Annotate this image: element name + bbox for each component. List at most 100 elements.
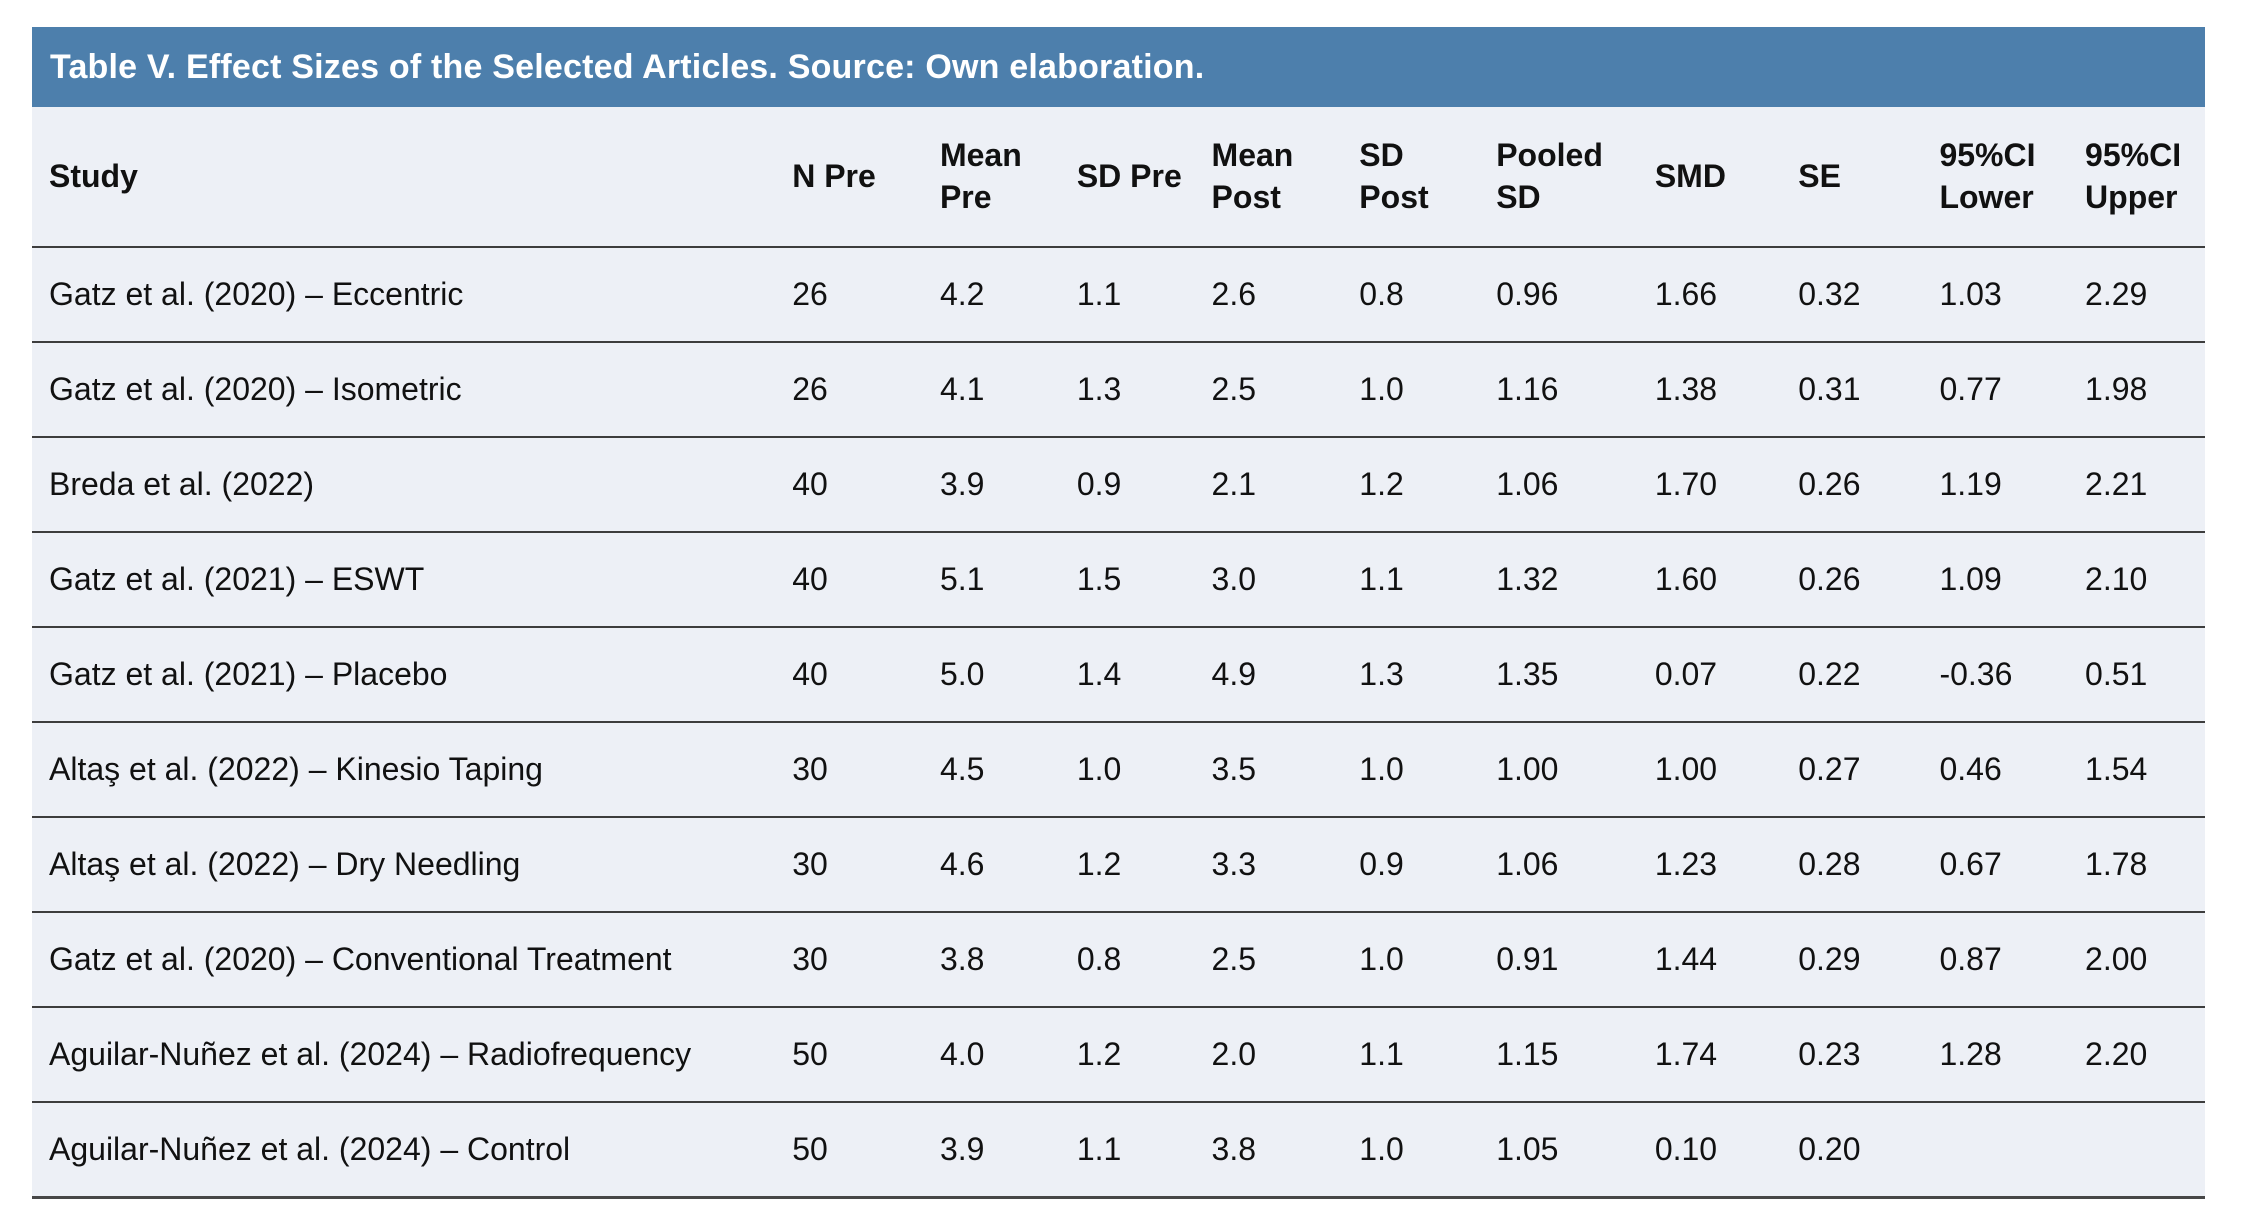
value-cell: 3.9 [939, 1130, 985, 1167]
value-cell: 1.28 [1939, 1036, 2002, 1072]
value-cell: 1.0 [1359, 751, 1404, 787]
column-header-study: Study [32, 107, 776, 248]
value-cell: 2.5 [1211, 941, 1257, 977]
value-cell: 3.3 [1211, 846, 1257, 882]
value-cell: 1.32 [1496, 561, 1559, 597]
table-row: Altaş et al. (2022) – Dry Needling 30 4.6 1… [32, 817, 2205, 912]
value-cell: 3.9 [939, 466, 985, 502]
value-cell: 1.00 [1654, 751, 1718, 787]
value-cell: 1.2 [1076, 846, 1122, 882]
value-cell: 1.35 [1496, 656, 1559, 692]
value-cell: -0.36 [1939, 656, 2013, 692]
value-cell: 0.9 [1359, 846, 1404, 882]
value-cell: 40 [792, 656, 828, 692]
value-cell: 0.9 [1076, 466, 1122, 502]
value-cell: 3.8 [1211, 1130, 1257, 1167]
value-cell: 3.8 [939, 941, 985, 977]
value-cell: 1.0 [1359, 941, 1404, 977]
value-cell: 1.23 [1654, 846, 1718, 882]
study-cell: Altaş et al. (2022) – Kinesio Taping [49, 751, 543, 787]
table-row: Gatz et al. (2020) – Isometric 26 4.1 1.3 2.… [32, 342, 2205, 437]
value-cell: 0.28 [1798, 846, 1861, 882]
value-cell: 2.0 [1211, 1036, 1257, 1072]
value-cell: 4.9 [1211, 656, 1257, 692]
study-cell: Breda et al. (2022) [49, 466, 315, 502]
value-cell: 0.10 [1654, 1130, 1718, 1167]
value-cell: 0.32 [1798, 276, 1861, 312]
value-cell: 2.1 [1211, 466, 1257, 502]
table-row: Altaş et al. (2022) – Kinesio Taping 30 4.… [32, 722, 2205, 817]
value-cell: 5.0 [939, 656, 985, 692]
value-cell: 0.07 [1654, 656, 1718, 692]
column-header-n-pre: N Pre [775, 107, 923, 248]
value-cell: 50 [792, 1036, 828, 1072]
value-cell: 0.29 [1798, 941, 1861, 977]
column-header-se: SE [1781, 107, 1923, 248]
value-cell: 0.27 [1798, 751, 1861, 787]
value-cell: 4.5 [939, 751, 985, 787]
value-cell: 2.29 [2085, 276, 2148, 312]
value-cell: 0.96 [1496, 276, 1559, 312]
value-cell: 0.46 [1939, 751, 2002, 787]
value-cell: 2.10 [2085, 561, 2148, 597]
value-cell: 0.22 [1798, 656, 1861, 692]
study-cell: Aguilar-Nuñez et al. (2024) – Radiofrequ… [49, 1036, 692, 1072]
value-cell: 4.6 [939, 846, 985, 882]
value-cell: 0.31 [1798, 371, 1861, 407]
table-row: Gatz et al. (2020) – Eccentric 26 4.2 1.1 2.… [32, 247, 2205, 342]
value-cell: 1.60 [1654, 561, 1718, 597]
table-row: Gatz et al. (2021) – ESWT 40 5.1 1.5 3.0 1.1 1… [32, 532, 2205, 627]
table-row: Aguilar-Nuñez et al. (2024) – Radiofrequ… [32, 1007, 2205, 1102]
value-cell: 30 [792, 846, 828, 882]
column-header-ci-upper: 95%CI Upper [2068, 107, 2205, 248]
value-cell: 1.38 [1654, 371, 1718, 407]
value-cell: 1.03 [1939, 276, 2002, 312]
value-cell: 30 [792, 751, 828, 787]
value-cell: 4.1 [939, 371, 985, 407]
value-cell [2068, 1102, 2205, 1197]
table-row: Breda et al. (2022) 40 3.9 0.9 2.1 1.2 1.06 1.7… [32, 437, 2205, 532]
study-cell: Gatz et al. (2020) – Isometric [49, 371, 462, 407]
value-cell: 2.5 [1211, 371, 1257, 407]
value-cell: 40 [792, 466, 828, 502]
column-header-sd-pre: SD Pre [1059, 107, 1195, 248]
value-cell: 0.51 [2085, 656, 2148, 692]
value-cell: 2.00 [2085, 941, 2148, 977]
value-cell: 0.20 [1798, 1130, 1861, 1167]
study-cell: Gatz et al. (2021) – ESWT [49, 561, 425, 597]
value-cell: 1.78 [2085, 846, 2148, 882]
column-header-mean-post: Mean Post [1194, 107, 1343, 248]
column-header-ci-lower: 95%CI Lower [1922, 107, 2069, 248]
value-cell [1922, 1102, 2068, 1197]
value-cell: 1.98 [2085, 371, 2148, 407]
study-cell: Gatz et al. (2020) – Conventional Treatm… [49, 941, 672, 977]
table-body: Gatz et al. (2020) – Eccentric 26 4.2 1.1 2.… [32, 247, 2205, 1197]
table-title: Table V. Effect Sizes of the Selected Ar… [50, 47, 1205, 86]
value-cell: 1.4 [1076, 656, 1122, 692]
header-row: Study N Pre Mean Pre SD Pre Mean Post SD… [32, 107, 2205, 248]
table-row: Aguilar-Nuñez et al. (2024) – Control 50 3… [32, 1102, 2205, 1197]
value-cell: 1.3 [1359, 656, 1404, 692]
value-cell: 30 [792, 941, 828, 977]
column-header-mean-pre: Mean Pre [922, 107, 1060, 248]
value-cell: 1.16 [1496, 371, 1559, 407]
column-header-sd-post: SD Post [1342, 107, 1480, 248]
value-cell: 26 [792, 276, 828, 312]
value-cell: 26 [792, 371, 828, 407]
value-cell: 1.06 [1496, 466, 1559, 502]
value-cell: 1.2 [1076, 1036, 1122, 1072]
value-cell: 1.1 [1076, 1130, 1122, 1167]
value-cell: 1.2 [1359, 466, 1404, 502]
value-cell: 5.1 [939, 561, 985, 597]
value-cell: 0.26 [1798, 466, 1861, 502]
value-cell: 1.19 [1939, 466, 2002, 502]
value-cell: 1.44 [1654, 941, 1718, 977]
value-cell: 0.77 [1939, 371, 2002, 407]
value-cell: 1.70 [1654, 466, 1718, 502]
value-cell: 2.6 [1211, 276, 1257, 312]
value-cell: 0.87 [1939, 941, 2002, 977]
value-cell: 1.0 [1076, 751, 1122, 787]
value-cell: 1.06 [1496, 846, 1559, 882]
study-cell: Gatz et al. (2020) – Eccentric [49, 276, 464, 312]
value-cell: 3.0 [1211, 561, 1257, 597]
